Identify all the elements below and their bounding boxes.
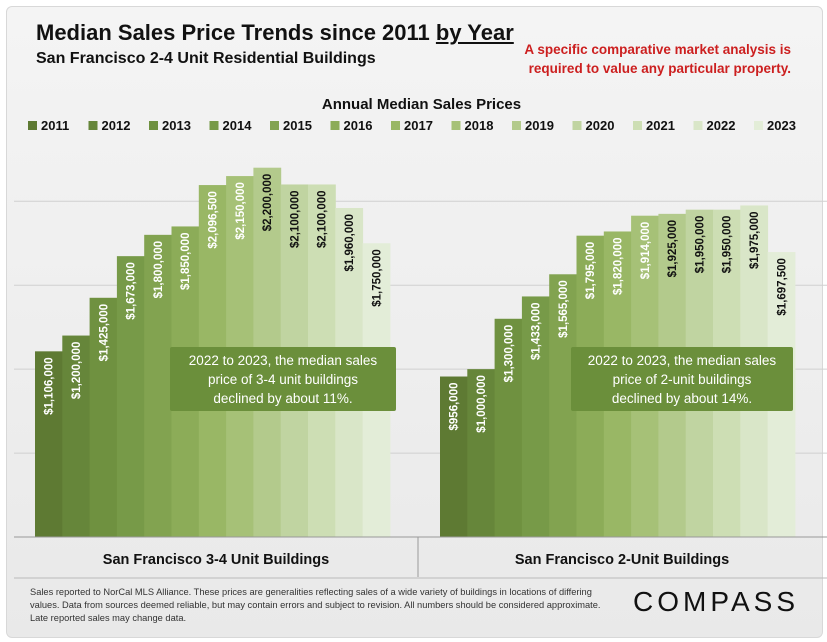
data-label-0-2022: $1,960,000	[344, 214, 356, 272]
footnote: Sales reported to NorCal MLS Alliance. T…	[30, 587, 601, 623]
data-label-1-2014: $1,433,000	[531, 302, 543, 360]
legend-label-2023: 2023	[767, 118, 796, 133]
data-label-1-2019: $1,925,000	[667, 220, 679, 278]
legend-swatch-2014	[209, 121, 219, 130]
compass-logo: COMPASS	[633, 586, 799, 617]
data-label-0-2021: $2,100,000	[317, 190, 329, 248]
annotation-line: declined by about 11%.	[213, 391, 352, 406]
legend-swatch-2011	[28, 121, 37, 130]
data-label-0-2018: $2,150,000	[235, 182, 247, 240]
legend-swatch-2021	[633, 121, 642, 130]
annotation-line: declined by about 14%.	[612, 391, 752, 406]
data-label-1-2015: $1,565,000	[558, 280, 570, 338]
annotation-line: 2022 to 2023, the median sales	[189, 353, 378, 368]
legend-label-2014: 2014	[223, 118, 253, 133]
bar-1-2014	[521, 296, 550, 537]
category-label-0: San Francisco 3-4 Unit Buildings	[103, 552, 329, 568]
annotation-line: price of 3-4 unit buildings	[208, 372, 358, 387]
data-label-1-2012: $1,000,000	[476, 375, 488, 433]
data-label-1-2011: $956,000	[449, 383, 461, 431]
data-label-0-2019: $2,200,000	[262, 174, 274, 232]
data-label-0-2016: $1,850,000	[180, 232, 192, 290]
data-label-0-2015: $1,800,000	[153, 241, 165, 299]
legend: 2011 2012 2013 2014 2015 2016 2017 2018 2019 2020…	[28, 118, 796, 133]
bar-0-2011	[35, 351, 63, 537]
data-label-0-2012: $1,200,000	[71, 342, 83, 400]
legend-swatch-2019	[512, 121, 521, 130]
legend-label-2012: 2012	[102, 118, 131, 133]
bar-0-2012	[62, 335, 91, 537]
annotation-text: 2022 to 2023, the median sales price of 3…	[189, 353, 378, 406]
data-label-1-2022: $1,975,000	[749, 211, 761, 269]
bar-1-2012	[467, 369, 496, 537]
data-label-1-2020: $1,950,000	[694, 216, 706, 274]
data-label-1-2023: $1,697,500	[776, 258, 788, 316]
legend-label-2019: 2019	[525, 118, 554, 133]
bar-0-2013	[89, 297, 118, 537]
bar-0-2015	[144, 234, 172, 537]
legend-swatch-2013	[149, 121, 158, 130]
legend-swatch-2016	[330, 121, 340, 130]
data-label-1-2018: $1,914,000	[640, 222, 652, 280]
annotation-1: 2022 to 2023, the median sales price of 2…	[571, 347, 793, 411]
legend-label-2015: 2015	[283, 118, 312, 133]
annotation-line: price of 2-unit buildings	[613, 372, 752, 387]
data-labels: $1,106,000 $1,200,000 $1,425,000 $1,673,000…	[44, 174, 789, 433]
legend-swatch-2015	[270, 121, 279, 130]
data-label-0-2013: $1,425,000	[98, 304, 110, 362]
bar-0-2014	[116, 256, 145, 537]
legend-label-2011: 2011	[41, 118, 69, 133]
legend-swatch-2017	[391, 121, 400, 130]
data-label-0-2020: $2,100,000	[289, 190, 301, 248]
legend-swatch-2022	[693, 121, 703, 130]
legend-label-2017: 2017	[404, 118, 433, 133]
disclaimer: A specific comparative market analysis i…	[524, 42, 791, 76]
data-label-0-2017: $2,096,500	[207, 191, 219, 249]
bar-1-2013	[494, 318, 523, 537]
legend-swatch-2018	[451, 121, 461, 130]
legend-label-2018: 2018	[465, 118, 494, 133]
data-label-0-2011: $1,106,000	[44, 357, 56, 415]
page-subtitle: San Francisco 2-4 Unit Residential Build…	[36, 50, 376, 67]
category-label-1: San Francisco 2-Unit Buildings	[515, 552, 729, 568]
annotation-0: 2022 to 2023, the median sales price of 3…	[170, 347, 396, 411]
annotation-line: 2022 to 2023, the median sales	[588, 353, 777, 368]
legend-label-2016: 2016	[344, 118, 373, 133]
data-label-1-2021: $1,950,000	[722, 216, 734, 274]
legend-label-2013: 2013	[162, 118, 191, 133]
data-label-1-2017: $1,820,000	[612, 237, 624, 295]
data-label-0-2023: $1,750,000	[371, 249, 383, 307]
annotation-box	[571, 347, 793, 411]
data-label-0-2014: $1,673,000	[126, 262, 138, 320]
page-title: Median Sales Price Trends since 2011 by …	[36, 20, 514, 45]
legend-swatch-2023	[754, 121, 763, 130]
title-underlined: by Year	[435, 20, 514, 45]
legend-label-2022: 2022	[707, 118, 736, 133]
legend-label-2020: 2020	[586, 118, 615, 133]
annotation-text: 2022 to 2023, the median sales price of 2…	[588, 353, 777, 406]
chart-title: Annual Median Sales Prices	[321, 96, 522, 113]
bar-1-2011	[440, 376, 468, 537]
legend-swatch-2020	[572, 121, 582, 130]
legend-swatch-2012	[88, 121, 98, 130]
legend-label-2021: 2021	[646, 118, 675, 133]
annotation-box	[170, 347, 396, 411]
data-label-1-2013: $1,300,000	[503, 325, 515, 383]
data-label-1-2016: $1,795,000	[585, 242, 597, 300]
